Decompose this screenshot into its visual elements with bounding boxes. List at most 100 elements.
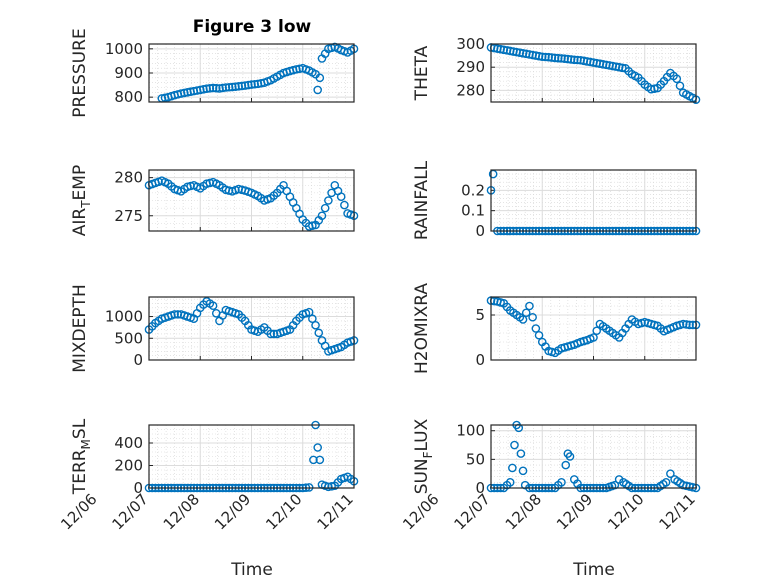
data-point (624, 66, 634, 76)
y-tick-label: 0 (475, 479, 485, 497)
axes-box (148, 424, 355, 489)
y-tick-label: 0 (133, 479, 143, 497)
y-label-main: SUN (412, 458, 432, 494)
data-point (295, 64, 304, 74)
data-point (561, 460, 571, 470)
data-point (205, 299, 215, 308)
data-point (531, 324, 541, 333)
data-point (605, 326, 614, 336)
data-point (154, 316, 163, 326)
data-point (208, 83, 218, 93)
y-tick-label: 100 (456, 422, 485, 440)
y-tick-label: 0 (475, 351, 485, 369)
y-tick-label: 280 (456, 81, 485, 99)
y-tick-label: 1000 (105, 40, 143, 58)
data-point (534, 51, 544, 61)
data-point (496, 298, 505, 307)
data-point (192, 308, 202, 318)
data-point (510, 440, 519, 450)
axes-box (490, 296, 697, 361)
y-label-subscript: M (79, 439, 93, 449)
data-point (637, 318, 646, 328)
data-point (650, 320, 659, 330)
panel-left-2: 275 280 AIRTEMP (70, 165, 359, 236)
data-point (160, 177, 170, 187)
data-point (243, 80, 253, 90)
y-axis-label: SUNFLUX (412, 418, 435, 494)
y-tick-label: 0 (475, 222, 485, 240)
y-tick-label: 500 (114, 329, 143, 347)
data-point (308, 314, 317, 324)
data-point (637, 76, 646, 86)
data-point (333, 186, 343, 196)
data-point (221, 83, 231, 92)
data-point (205, 84, 215, 93)
data-point (202, 84, 211, 94)
data-point (534, 330, 544, 340)
data-point (541, 52, 550, 62)
y-axis-label: TERRMSL (70, 418, 93, 495)
data-point (650, 84, 659, 93)
y-tick-label: 800 (114, 88, 143, 106)
data-point (313, 443, 322, 452)
data-point (320, 203, 330, 213)
y-axis-label: MIXDEPTH (70, 284, 90, 373)
data-point (550, 53, 560, 63)
data-point (618, 63, 627, 73)
data-point (237, 313, 247, 322)
y-tick-label: 0 (133, 351, 143, 369)
data-point (333, 343, 343, 353)
data-point (218, 311, 227, 320)
series-points (486, 296, 701, 358)
data-point (315, 455, 325, 465)
y-tick-label: 400 (114, 434, 143, 452)
y-label-main: TERR (70, 449, 90, 495)
data-point (231, 185, 240, 195)
y-tick-label: 275 (114, 207, 143, 225)
data-point (205, 178, 215, 188)
data-point (521, 308, 531, 318)
y-label-main: MIXDEPTH (70, 284, 90, 373)
data-point (167, 182, 176, 191)
data-point (313, 85, 322, 95)
y-axis-label: THETA (412, 45, 432, 101)
data-point (231, 82, 240, 91)
data-point (557, 54, 566, 63)
data-point (295, 209, 304, 219)
data-point (320, 341, 330, 351)
y-axis-label: PRESSURE (70, 28, 90, 117)
series-points (486, 43, 701, 104)
y-axis-label: AIRTEMP (70, 165, 93, 236)
data-point (544, 52, 553, 62)
y-label-main: AIR (70, 208, 90, 237)
x-axis-label-right: Time (572, 560, 615, 580)
data-point (502, 480, 512, 490)
data-point (247, 80, 256, 89)
data-point (224, 82, 234, 92)
data-point (585, 334, 595, 344)
data-point (231, 308, 240, 318)
data-point (514, 423, 524, 433)
data-point (340, 46, 349, 56)
y-axis-label: H2OMIXRA (412, 283, 432, 374)
data-point (518, 466, 528, 476)
data-point (324, 196, 333, 205)
data-point (340, 340, 349, 350)
data-point (666, 469, 675, 478)
data-point (340, 200, 349, 210)
y-tick-label: 50 (466, 450, 485, 468)
data-point (502, 302, 512, 312)
data-point (263, 326, 272, 335)
data-point (563, 54, 573, 64)
data-point (227, 82, 237, 92)
y-tick-label: 290 (456, 58, 485, 76)
axes-box (148, 169, 355, 232)
data-point (569, 55, 579, 65)
data-point (528, 312, 537, 322)
data-point (553, 480, 563, 490)
data-point (327, 482, 336, 491)
data-point (508, 463, 517, 473)
data-point (573, 479, 582, 489)
data-point (269, 191, 279, 200)
y-axis-label: RAINFALL (412, 160, 432, 240)
